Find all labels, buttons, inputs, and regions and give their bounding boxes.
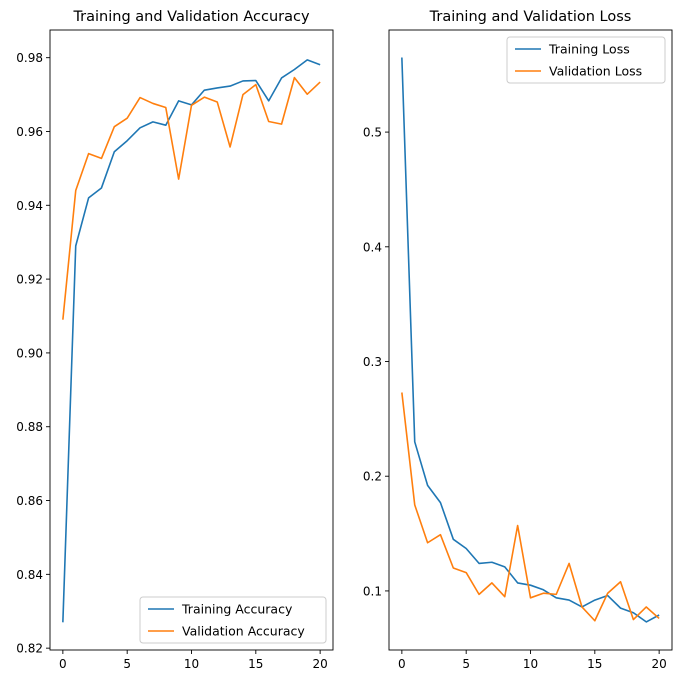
y-tick-label: 0.94 [16,199,43,213]
y-tick-label: 0.92 [16,273,43,287]
x-tick-label: 20 [312,657,327,671]
legend-box [506,36,666,84]
series-line-2 [62,76,321,320]
chart-title: Training and Validation Loss [429,9,632,25]
legend: Training Loss Validation Loss [506,36,666,84]
chart-title: Training and Validation Accuracy [72,9,310,25]
x-tick-label: 5 [462,657,470,671]
legend-label: Validation Loss [549,64,642,79]
legend-box [139,596,327,644]
chart-panel-1: Training and Validation Accuracy 0 5 10 15 20… [16,9,334,671]
x-tick-label: 0 [59,657,67,671]
chart-panel-2: Training and Validation Loss 0 5 10 15 20 0.1 0… [363,9,673,671]
y-tick-label: 0.5 [363,126,382,140]
x-tick-label: 5 [123,657,131,671]
y-tick-label: 0.4 [363,240,382,254]
y-tick-label: 0.1 [363,584,382,598]
x-tick-label: 10 [184,657,199,671]
legend-label: Training Loss [548,42,630,57]
axes-frame [49,29,334,651]
y-tick-label: 0.88 [16,420,43,434]
x-tick-label: 20 [651,657,666,671]
legend-label: Training Accuracy [181,602,293,617]
series-line-2 [401,392,660,622]
legend-label: Validation Accuracy [182,624,305,639]
y-tick-label: 0.84 [16,568,43,582]
y-tick-label: 0.98 [16,51,43,65]
y-tick-label: 0.2 [363,470,382,484]
series-line-1 [401,57,660,623]
x-tick-label: 10 [523,657,538,671]
x-tick-label: 15 [248,657,263,671]
x-tick-label: 15 [587,657,602,671]
y-tick-label: 0.86 [16,494,43,508]
series-line-1 [62,59,321,623]
y-tick-label: 0.82 [16,642,43,656]
y-tick-label: 0.96 [16,125,43,139]
legend: Training Accuracy Validation Accuracy [139,596,327,644]
x-tick-label: 0 [398,657,406,671]
y-tick-label: 0.3 [363,355,382,369]
y-tick-label: 0.90 [16,346,43,360]
axes-frame [388,29,673,651]
